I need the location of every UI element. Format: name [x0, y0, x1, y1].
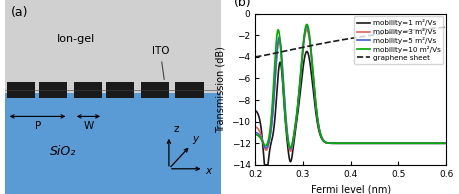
mobility=5 m²/Vs — [383, 142, 389, 145]
graphene sheet — [442, 26, 448, 28]
graphene sheet — [404, 29, 409, 32]
mobility=3 m²/Vs — [383, 142, 389, 145]
mobility=5 m²/Vs — [303, 25, 309, 28]
Bar — [106, 82, 134, 98]
mobility=10 m²/Vs — [442, 142, 448, 145]
mobility=1 m²/Vs — [442, 142, 448, 145]
mobility=10 m²/Vs — [287, 146, 292, 149]
mobility=1 m²/Vs — [330, 142, 335, 145]
mobility=3 m²/Vs — [336, 142, 342, 145]
mobility=3 m²/Vs — [287, 150, 293, 152]
Bar — [39, 82, 67, 98]
mobility=5 m²/Vs — [442, 142, 448, 145]
Line: mobility=5 m²/Vs: mobility=5 m²/Vs — [255, 27, 445, 149]
graphene sheet — [401, 30, 406, 32]
Text: (b): (b) — [233, 0, 251, 9]
graphene sheet — [329, 40, 335, 43]
mobility=1 m²/Vs — [383, 142, 389, 145]
Bar — [175, 82, 203, 98]
graphene sheet — [336, 39, 341, 42]
mobility=3 m²/Vs — [401, 142, 406, 145]
Text: W: W — [84, 121, 94, 131]
Bar — [140, 82, 168, 98]
graphene sheet — [271, 52, 277, 54]
Line: mobility=10 m²/Vs: mobility=10 m²/Vs — [255, 24, 445, 148]
mobility=3 m²/Vs — [252, 126, 257, 128]
mobility=3 m²/Vs — [330, 142, 335, 145]
Text: y: y — [192, 133, 198, 144]
graphene sheet — [383, 32, 388, 34]
Text: x: x — [205, 166, 211, 176]
mobility=5 m²/Vs — [336, 142, 342, 145]
mobility=1 m²/Vs — [272, 116, 277, 119]
Bar — [73, 82, 101, 98]
mobility=1 m²/Vs — [401, 142, 406, 145]
Line: graphene sheet: graphene sheet — [255, 27, 445, 57]
mobility=5 m²/Vs — [287, 148, 293, 150]
mobility=5 m²/Vs — [404, 142, 410, 145]
Bar — [7, 82, 35, 98]
mobility=10 m²/Vs — [252, 133, 257, 136]
Text: (a): (a) — [11, 6, 28, 19]
mobility=3 m²/Vs — [404, 142, 410, 145]
graphene sheet — [252, 56, 257, 58]
mobility=10 m²/Vs — [303, 23, 309, 26]
mobility=10 m²/Vs — [271, 63, 277, 65]
mobility=5 m²/Vs — [401, 142, 406, 145]
Text: Ion-gel: Ion-gel — [57, 34, 95, 44]
mobility=10 m²/Vs — [404, 142, 410, 145]
mobility=3 m²/Vs — [271, 85, 277, 87]
mobility=10 m²/Vs — [336, 142, 342, 145]
mobility=1 m²/Vs — [261, 164, 267, 166]
mobility=10 m²/Vs — [383, 142, 389, 145]
Y-axis label: Transmission (dB): Transmission (dB) — [215, 46, 225, 133]
Text: P: P — [35, 121, 41, 131]
mobility=3 m²/Vs — [442, 142, 448, 145]
Text: ITO: ITO — [151, 46, 168, 80]
mobility=1 m²/Vs — [303, 50, 309, 53]
Bar — [5, 0, 220, 93]
mobility=5 m²/Vs — [252, 131, 257, 134]
Line: mobility=1 m²/Vs: mobility=1 m²/Vs — [255, 51, 445, 165]
mobility=1 m²/Vs — [404, 142, 410, 145]
X-axis label: Fermi level (nm): Fermi level (nm) — [310, 184, 390, 194]
mobility=3 m²/Vs — [303, 29, 309, 31]
mobility=1 m²/Vs — [252, 110, 257, 112]
Line: mobility=3 m²/Vs: mobility=3 m²/Vs — [255, 30, 445, 151]
mobility=5 m²/Vs — [271, 83, 277, 85]
Text: z: z — [173, 124, 179, 134]
Bar — [5, 93, 220, 194]
Legend: mobility=1 m²/Vs, mobility=3 m²/Vs, mobility=5 m²/Vs, mobility=10 m²/Vs, graphen: mobility=1 m²/Vs, mobility=3 m²/Vs, mobi… — [353, 16, 442, 63]
mobility=1 m²/Vs — [336, 142, 342, 145]
mobility=5 m²/Vs — [330, 142, 335, 145]
mobility=10 m²/Vs — [401, 142, 406, 145]
mobility=10 m²/Vs — [330, 142, 335, 145]
Text: SiO₂: SiO₂ — [50, 145, 76, 158]
